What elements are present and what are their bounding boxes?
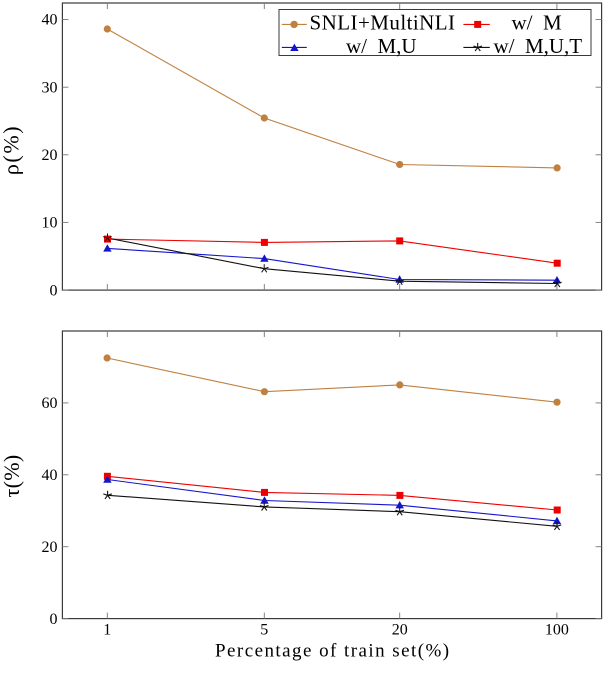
svg-text:40: 40 bbox=[42, 467, 58, 484]
svg-text:60: 60 bbox=[42, 395, 58, 412]
svg-text:τ(%): τ(%) bbox=[0, 454, 24, 497]
svg-text:ρ(%): ρ(%) bbox=[0, 125, 24, 175]
svg-text:10: 10 bbox=[42, 215, 58, 232]
svg-text:100: 100 bbox=[545, 621, 569, 638]
svg-text:Percentage of train set(%): Percentage of train set(%) bbox=[215, 641, 451, 662]
svg-text:40: 40 bbox=[42, 12, 58, 29]
svg-text:w/ M: w/ M bbox=[512, 10, 563, 34]
svg-text:w/ M,U: w/ M,U bbox=[346, 34, 417, 58]
svg-text:SNLI+MultiNLI: SNLI+MultiNLI bbox=[309, 10, 455, 34]
svg-text:0: 0 bbox=[50, 611, 58, 628]
svg-text:20: 20 bbox=[392, 621, 408, 638]
svg-text:20: 20 bbox=[42, 539, 58, 556]
svg-text:30: 30 bbox=[42, 79, 58, 96]
svg-text:20: 20 bbox=[42, 147, 58, 164]
svg-text:5: 5 bbox=[260, 621, 268, 638]
svg-text:1: 1 bbox=[103, 621, 111, 638]
svg-text:w/ M,U,T: w/ M,U,T bbox=[493, 34, 582, 58]
svg-text:0: 0 bbox=[50, 282, 58, 299]
